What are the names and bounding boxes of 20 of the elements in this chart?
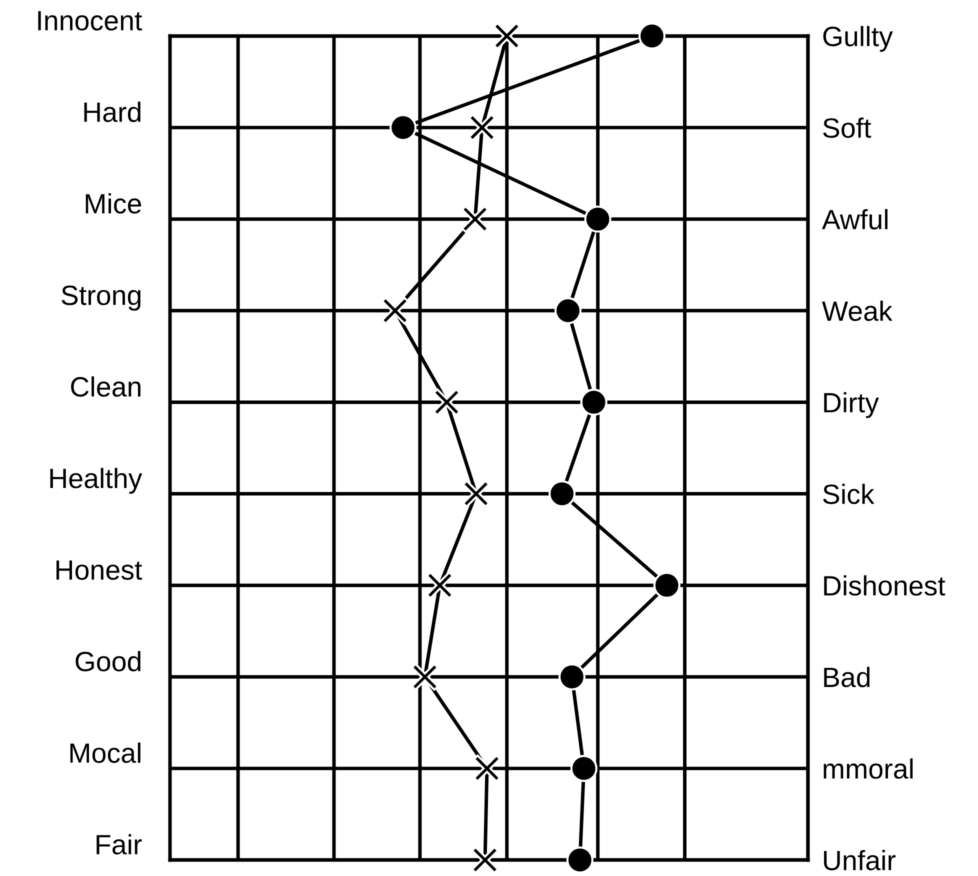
y-tick-label: Mice (86, 193, 141, 214)
y2-tick-label: mmoral (824, 758, 913, 779)
y-tick-label: Healthy (50, 468, 142, 494)
y2-tick-label: Soft (823, 118, 872, 138)
y2-tick-label: Bad (824, 666, 870, 688)
y-tick-label: Hard (84, 102, 140, 122)
y2-tick-label: Unfair (824, 850, 896, 870)
y-tick-label: Honest (56, 560, 142, 580)
y-tick-label: Strong (62, 286, 140, 311)
y2-tick-label: Weak (822, 300, 892, 322)
y2-tick-label: Dishonest (824, 575, 946, 596)
y2-tick-label: Gullty (823, 26, 893, 52)
y2-tick-label: Sick (823, 484, 874, 504)
y2-tick-label: Awful (822, 209, 888, 230)
y-tick-label: Clean (71, 376, 140, 397)
y-tick-label: Mocal (70, 742, 140, 763)
y-tick-label: Good (76, 650, 140, 672)
y2-tick-label: Dirty (824, 392, 879, 418)
y-tick-label: Fair (96, 834, 142, 855)
y-tick-label: Innocent (38, 11, 142, 31)
